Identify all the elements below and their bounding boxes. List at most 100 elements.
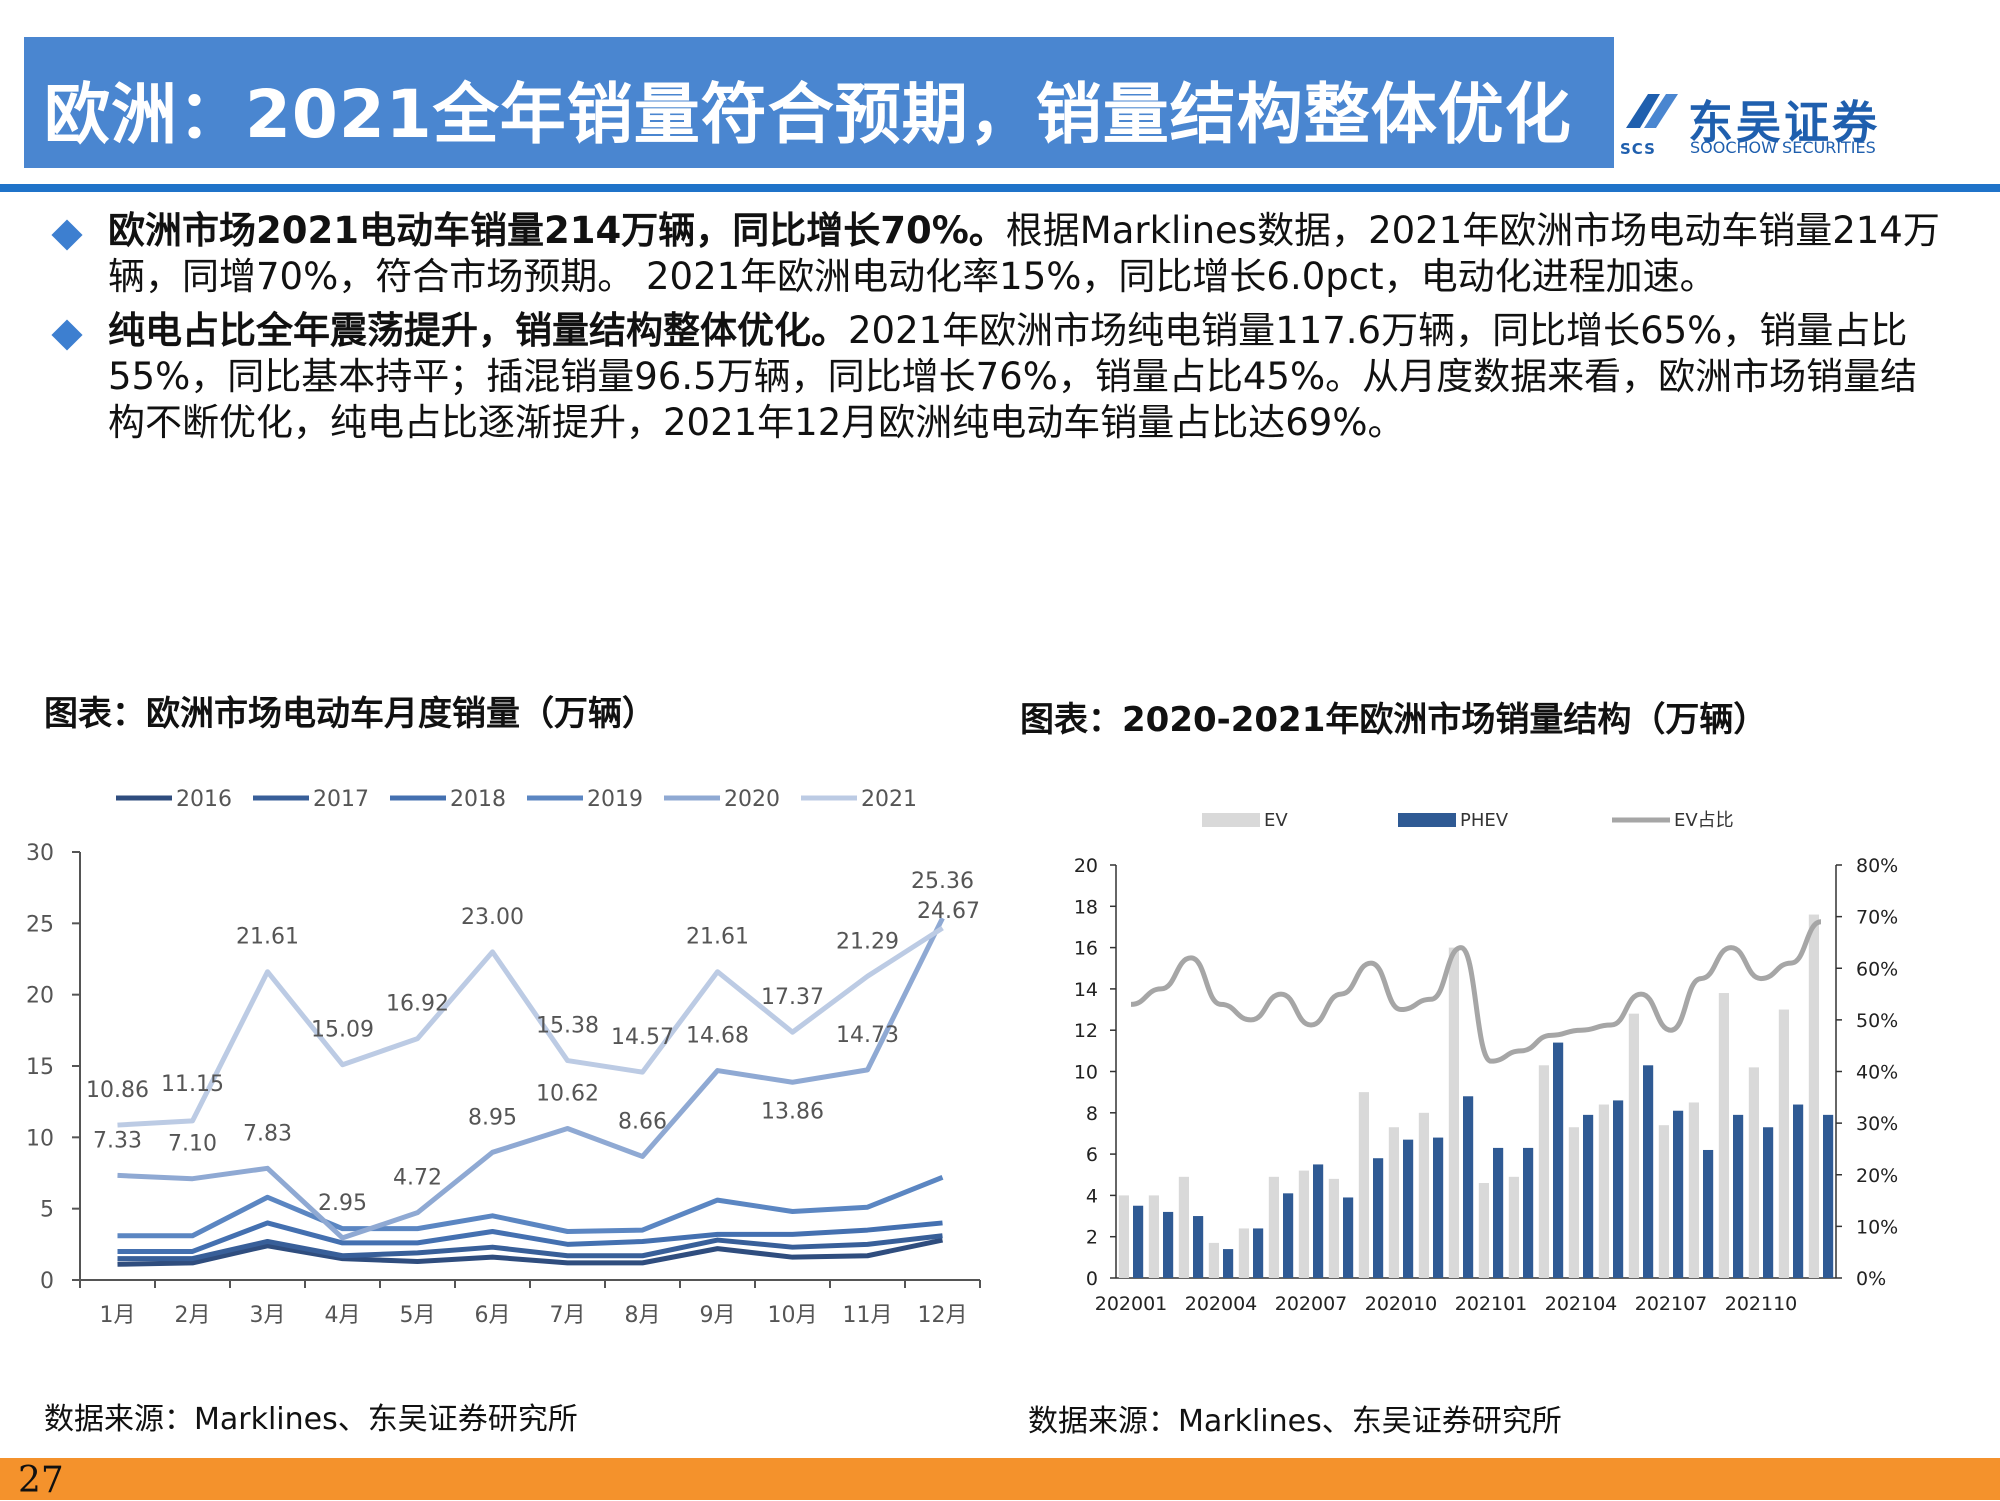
bar-ev bbox=[1358, 1092, 1369, 1278]
y-tick-label: 0 bbox=[40, 1269, 54, 1294]
bar-ev bbox=[1118, 1195, 1129, 1278]
legend-label-2020: 2020 bbox=[724, 787, 780, 812]
x-tick-label: 8月 bbox=[625, 1303, 661, 1328]
bar-ev bbox=[1328, 1178, 1339, 1278]
y-tick-label: 25 bbox=[26, 912, 54, 937]
bullet-text: 欧洲市场2021电动车销量214万辆，同比增长70%。根据Marklines数据… bbox=[108, 208, 1948, 300]
data-label-2020: 7.83 bbox=[243, 1121, 292, 1146]
bar-ev bbox=[1658, 1125, 1669, 1278]
bar-phev bbox=[1373, 1158, 1384, 1278]
bar-ev bbox=[1298, 1170, 1309, 1278]
y-tick-label: 12 bbox=[1074, 1020, 1098, 1042]
x-tick-label: 7月 bbox=[550, 1303, 586, 1328]
left-chart-title: 图表：欧洲市场电动车月度销量（万辆） bbox=[44, 694, 656, 734]
legend-label-2021: 2021 bbox=[861, 787, 917, 812]
bar-phev bbox=[1283, 1193, 1294, 1278]
bar-ev bbox=[1538, 1065, 1549, 1278]
diamond-bullet-icon bbox=[51, 219, 83, 251]
bar-ev bbox=[1568, 1127, 1579, 1278]
bullet-item: 纯电占比全年震荡提升，销量结构整体优化。2021年欧洲市场纯电销量117.6万辆… bbox=[48, 308, 1948, 446]
series-line-2019 bbox=[117, 1174, 944, 1239]
bar-phev bbox=[1403, 1139, 1414, 1278]
series-line-2016 bbox=[117, 1237, 944, 1267]
y-tick-label: 0 bbox=[1086, 1268, 1098, 1290]
bar-phev bbox=[1763, 1127, 1774, 1278]
data-label-2020: 14.73 bbox=[836, 1023, 899, 1048]
bullet-bold-lead: 纯电占比全年震荡提升，销量结构整体优化。 bbox=[108, 309, 848, 352]
y-tick-label: 10 bbox=[26, 1126, 54, 1151]
data-label-2020: 14.68 bbox=[686, 1024, 749, 1049]
bar-phev bbox=[1583, 1114, 1594, 1278]
y2-tick-label: 60% bbox=[1856, 958, 1898, 980]
sales-structure-bar-chart: EV PHEV EV占比 0 2 4 6 8 10 12 14 16 18 20 0% 10% 20% 30% 40… bbox=[1074, 810, 1898, 1315]
legend-label-ev: EV bbox=[1264, 810, 1288, 831]
legend-label-2017: 2017 bbox=[313, 787, 369, 812]
y2-tick-label: 40% bbox=[1856, 1062, 1898, 1084]
y2-tick-label: 50% bbox=[1856, 1010, 1898, 1032]
legend-label-2018: 2018 bbox=[450, 787, 506, 812]
data-label-2020: 10.62 bbox=[536, 1081, 599, 1106]
x-tick-label: 11月 bbox=[843, 1303, 893, 1328]
logo-chinese-name: 东吴证券 bbox=[1688, 96, 1881, 149]
bar-phev bbox=[1793, 1104, 1804, 1278]
bar-phev bbox=[1553, 1042, 1564, 1278]
bar-ev bbox=[1268, 1176, 1279, 1278]
legend-label-2016: 2016 bbox=[176, 787, 232, 812]
bar-ev bbox=[1778, 1009, 1789, 1278]
y-tick-label: 30 bbox=[26, 841, 54, 866]
bar-ev bbox=[1448, 947, 1459, 1278]
x-tick-label: 202004 bbox=[1185, 1293, 1258, 1315]
x-tick-label: 10月 bbox=[768, 1303, 818, 1328]
data-label-2021: 24.67 bbox=[917, 899, 980, 924]
bar-phev bbox=[1253, 1228, 1264, 1278]
series-line-2018 bbox=[117, 1220, 943, 1254]
series-line-2017 bbox=[117, 1233, 943, 1262]
bullet-item: 欧洲市场2021电动车销量214万辆，同比增长70%。根据Marklines数据… bbox=[48, 208, 1948, 300]
y2-tick-label: 20% bbox=[1856, 1165, 1898, 1187]
bar-ev bbox=[1808, 914, 1819, 1278]
company-logo: SCS 东吴证券 SOOCHOW SECURITIES bbox=[1616, 84, 1896, 164]
data-label-2020: 8.66 bbox=[618, 1109, 667, 1134]
bar-phev bbox=[1613, 1100, 1624, 1278]
logo-english-name: SOOCHOW SECURITIES bbox=[1690, 138, 1876, 157]
data-label-2021: 15.09 bbox=[311, 1018, 374, 1043]
legend-label-phev: PHEV bbox=[1460, 810, 1509, 831]
page-number: 27 bbox=[18, 1460, 64, 1501]
title-bar: 欧洲：2021全年销量符合预期，销量结构整体优化 bbox=[24, 37, 1614, 168]
logo-abbr: SCS bbox=[1620, 140, 1656, 158]
bar-ev bbox=[1238, 1228, 1249, 1278]
bar-phev bbox=[1193, 1216, 1204, 1278]
data-label-2021: 21.29 bbox=[836, 929, 899, 954]
y-tick-label: 18 bbox=[1074, 896, 1098, 918]
header-divider bbox=[0, 184, 2000, 192]
x-tick-label: 202107 bbox=[1635, 1293, 1708, 1315]
data-label-2020: 2.95 bbox=[318, 1191, 367, 1216]
bar-ev bbox=[1688, 1102, 1699, 1278]
y-tick-label: 14 bbox=[1074, 979, 1098, 1001]
data-label-2021: 21.61 bbox=[236, 925, 299, 950]
bullet-body: 根据Marklines数据，2021年欧洲市场电动车销量214万辆，同增70%，… bbox=[108, 209, 1940, 298]
bar-phev bbox=[1223, 1249, 1234, 1278]
y-tick-label: 20 bbox=[1074, 855, 1098, 877]
footer-bar: 27 bbox=[0, 1458, 2000, 1501]
y-tick-label: 10 bbox=[1074, 1062, 1098, 1084]
bar-ev bbox=[1598, 1104, 1609, 1278]
soochow-logo-icon bbox=[1626, 94, 1678, 128]
series-line-2020 bbox=[117, 917, 945, 1241]
bar-ev bbox=[1508, 1176, 1519, 1278]
x-tick-label: 202010 bbox=[1365, 1293, 1438, 1315]
monthly-sales-line-chart: 2016 2017 2018 2019 2020 2021 0 5 10 15 20 25 30 1月 2月… bbox=[26, 787, 981, 1328]
y-tick-label: 2 bbox=[1086, 1227, 1098, 1249]
y2-tick-label: 0% bbox=[1856, 1268, 1886, 1290]
data-label-2020: 7.33 bbox=[93, 1128, 142, 1153]
y2-tick-label: 80% bbox=[1856, 855, 1898, 877]
legend-swatch-ev bbox=[1202, 813, 1260, 827]
bar-phev bbox=[1673, 1110, 1684, 1278]
bar-phev bbox=[1463, 1096, 1474, 1278]
x-tick-label: 202110 bbox=[1725, 1293, 1798, 1315]
x-tick-label: 1月 bbox=[100, 1303, 136, 1328]
bullet-text: 纯电占比全年震荡提升，销量结构整体优化。2021年欧洲市场纯电销量117.6万辆… bbox=[108, 308, 1948, 446]
data-label-2021: 21.61 bbox=[686, 925, 749, 950]
y2-tick-label: 10% bbox=[1856, 1216, 1898, 1238]
data-label-2021: 15.38 bbox=[536, 1014, 599, 1039]
